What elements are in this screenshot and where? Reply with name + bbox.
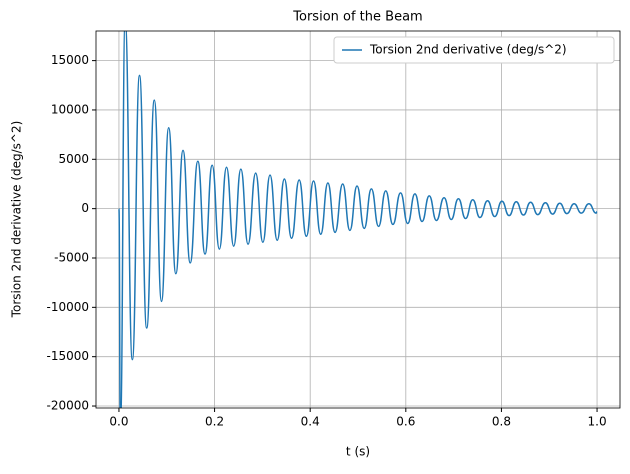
y-tick-label: 5000 — [58, 152, 89, 166]
x-tick-label: 0.4 — [301, 415, 320, 429]
y-tick-label: -20000 — [46, 399, 89, 413]
y-tick-label: -10000 — [46, 300, 89, 314]
y-tick-label: -15000 — [46, 349, 89, 363]
legend-box — [333, 36, 615, 64]
data-line — [118, 31, 598, 408]
chart-title: Torsion of the Beam — [292, 10, 422, 25]
y-tick-label: -5000 — [54, 250, 89, 264]
x-tick-label: 0.2 — [205, 415, 224, 429]
x-tick-label: 1.0 — [588, 415, 607, 429]
y-axis-label: Torsion 2nd derivative (deg/s^2) — [10, 121, 24, 319]
plot-area — [118, 31, 598, 408]
y-tick-label: 10000 — [51, 102, 89, 116]
legend-label: Torsion 2nd derivative (deg/s^2) — [369, 43, 567, 57]
x-tick-label: 0.6 — [396, 415, 415, 429]
y-tick-label: 0 — [81, 201, 89, 215]
plot-frame — [95, 30, 621, 409]
x-tick-label: 0.8 — [492, 415, 511, 429]
y-tick-label: 15000 — [51, 53, 89, 67]
x-axis-label: t (s) — [346, 445, 370, 459]
x-tick-label: 0.0 — [109, 415, 128, 429]
